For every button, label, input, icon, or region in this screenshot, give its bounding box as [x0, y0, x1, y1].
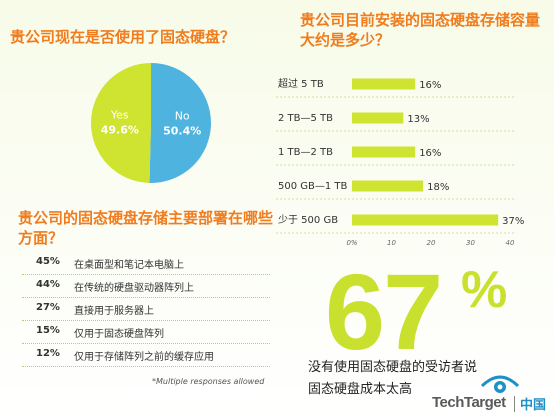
caption-line-2: 固态硬盘成本太高 [308, 382, 413, 397]
bar [352, 112, 404, 124]
bar-value-label: 18% [427, 182, 449, 193]
list-item-text: 直接用于服务器上 [74, 306, 154, 317]
list-item: 27% 直接用于服务器上 [22, 298, 270, 321]
list-item: 15% 仅用于固态硬盘阵列 [22, 321, 270, 344]
big-stat-caption: 没有使用固态硬盘的受访者说 固态硬盘成本太高 [308, 357, 477, 401]
pie-value-no: 50.4% [163, 124, 201, 137]
bar-category-label: 500 GB—1 TB [278, 181, 348, 192]
bar-value-label: 16% [419, 80, 441, 91]
bar-category-label: 2 TB—5 TB [278, 113, 333, 124]
big-stat-number: 67 [325, 251, 443, 372]
bar-value-label: 16% [419, 148, 441, 159]
question-ssd-usage: 贵公司现在是否使用了固态硬盘？ [10, 28, 236, 46]
pie-value-yes: 49.6% [101, 124, 139, 137]
list-item-percent: 44% [36, 279, 60, 290]
bar [352, 146, 416, 158]
bar-value-label: 37% [502, 216, 524, 227]
capacity-bar-chart: 超过 5 TB 16% 2 TB—5 TB 13% 1 TB—2 TB 16% 500 GB… [276, 77, 524, 245]
x-tick-label: 20 [427, 239, 436, 245]
bar-value-label: 13% [407, 114, 429, 125]
bar-category-label: 超过 5 TB [278, 77, 324, 90]
list-item-percent: 45% [36, 256, 60, 267]
list-item-percent: 27% [36, 302, 60, 313]
bar-category-label: 少于 500 GB [278, 214, 338, 226]
list-item-text: 仅用于存储阵列之前的缓存应用 [74, 352, 214, 363]
bar [352, 180, 424, 192]
list-item-percent: 12% [36, 348, 60, 359]
list-item: 45% 在桌面型和笔记本电脑上 [22, 252, 270, 275]
brand-name: TechTarget [432, 394, 506, 411]
big-stat-percent: % [461, 261, 508, 319]
pie-slice-yes [90, 63, 151, 183]
list-item-percent: 15% [36, 325, 60, 336]
question-ssd-capacity: 贵公司目前安装的固态硬盘存储容量大约是多少？ [300, 11, 541, 49]
question-ssd-deployment: 贵公司的固态硬盘存储主要部署在哪些方面？ [18, 209, 274, 247]
caption-line-1: 没有使用固态硬盘的受访者说 [308, 360, 478, 375]
pie-label-yes: Yes [110, 109, 129, 122]
pie-chart: No 50.4% Yes 49.6% [90, 63, 211, 183]
list-item-text: 在桌面型和笔记本电脑上 [74, 260, 184, 271]
x-tick-label: 30 [466, 239, 475, 245]
x-tick-label: 40 [506, 239, 515, 245]
list-item-text: 在传统的硬盘驱动器阵列上 [74, 283, 194, 294]
bar-category-label: 1 TB—2 TB [278, 147, 333, 158]
footnote: *Multiple responses allowed [152, 377, 265, 386]
x-tick-label: 0% [346, 239, 357, 245]
pie-slice-no [149, 63, 211, 183]
eye-icon [480, 375, 520, 393]
list-item-text: 仅用于固态硬盘阵列 [74, 329, 164, 340]
bar [352, 214, 499, 226]
x-tick-label: 10 [387, 239, 396, 245]
brand-region: 中国 [520, 398, 547, 413]
list-item: 44% 在传统的硬盘驱动器阵列上 [22, 275, 270, 298]
pie-label-no: No [175, 109, 190, 122]
bar [352, 78, 416, 90]
brand-logo: TechTarget 中国 [432, 372, 552, 416]
list-item: 12% 仅用于存储阵列之前的缓存应用 [22, 344, 270, 367]
brand-separator [514, 396, 515, 412]
big-stat: 67 % [325, 258, 507, 366]
